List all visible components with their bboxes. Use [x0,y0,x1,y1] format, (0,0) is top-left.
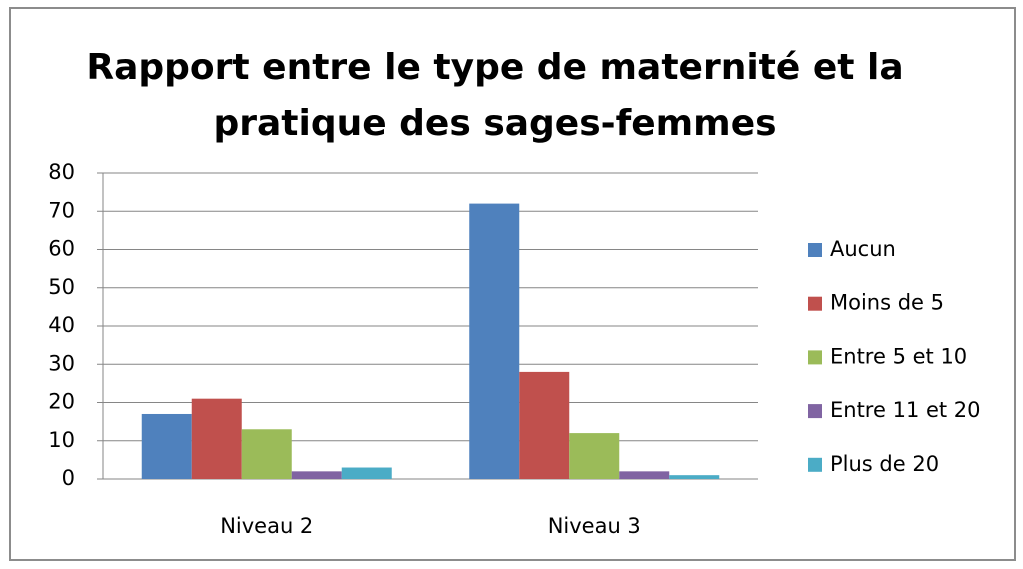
bar [291,471,342,479]
y-tick-label: 60 [48,237,75,261]
y-tick-label: 80 [48,160,75,184]
y-tick-label: 30 [48,351,75,375]
legend-label: Plus de 20 [830,452,939,476]
x-tick-label: Niveau 2 [220,514,313,538]
legend-swatch [808,350,822,365]
y-tick-label: 40 [48,313,75,337]
y-tick-label: 10 [48,428,75,452]
bar [191,398,242,479]
bar [619,471,670,479]
y-tick-label: 20 [48,390,75,414]
legend-swatch [808,457,822,472]
legend-label: Moins de 5 [830,291,944,315]
legend-label: Entre 11 et 20 [830,398,981,422]
chart-title: Rapport entre le type de maternité et la… [86,47,904,144]
legend-swatch [808,404,822,419]
legend-swatch [808,243,822,257]
legend-label: Aucun [830,237,896,261]
legend-swatch [808,296,822,311]
bar [569,433,620,479]
y-tick-label: 50 [48,275,75,299]
x-tick-label: Niveau 3 [548,514,641,538]
bar [141,413,192,479]
bar [241,429,292,479]
bar [519,371,570,479]
y-tick-label: 0 [62,466,75,490]
bar [669,475,720,479]
bar [341,467,392,479]
y-tick-label: 70 [48,198,75,222]
bar [469,203,520,479]
legend-label: Entre 5 et 10 [830,344,967,368]
